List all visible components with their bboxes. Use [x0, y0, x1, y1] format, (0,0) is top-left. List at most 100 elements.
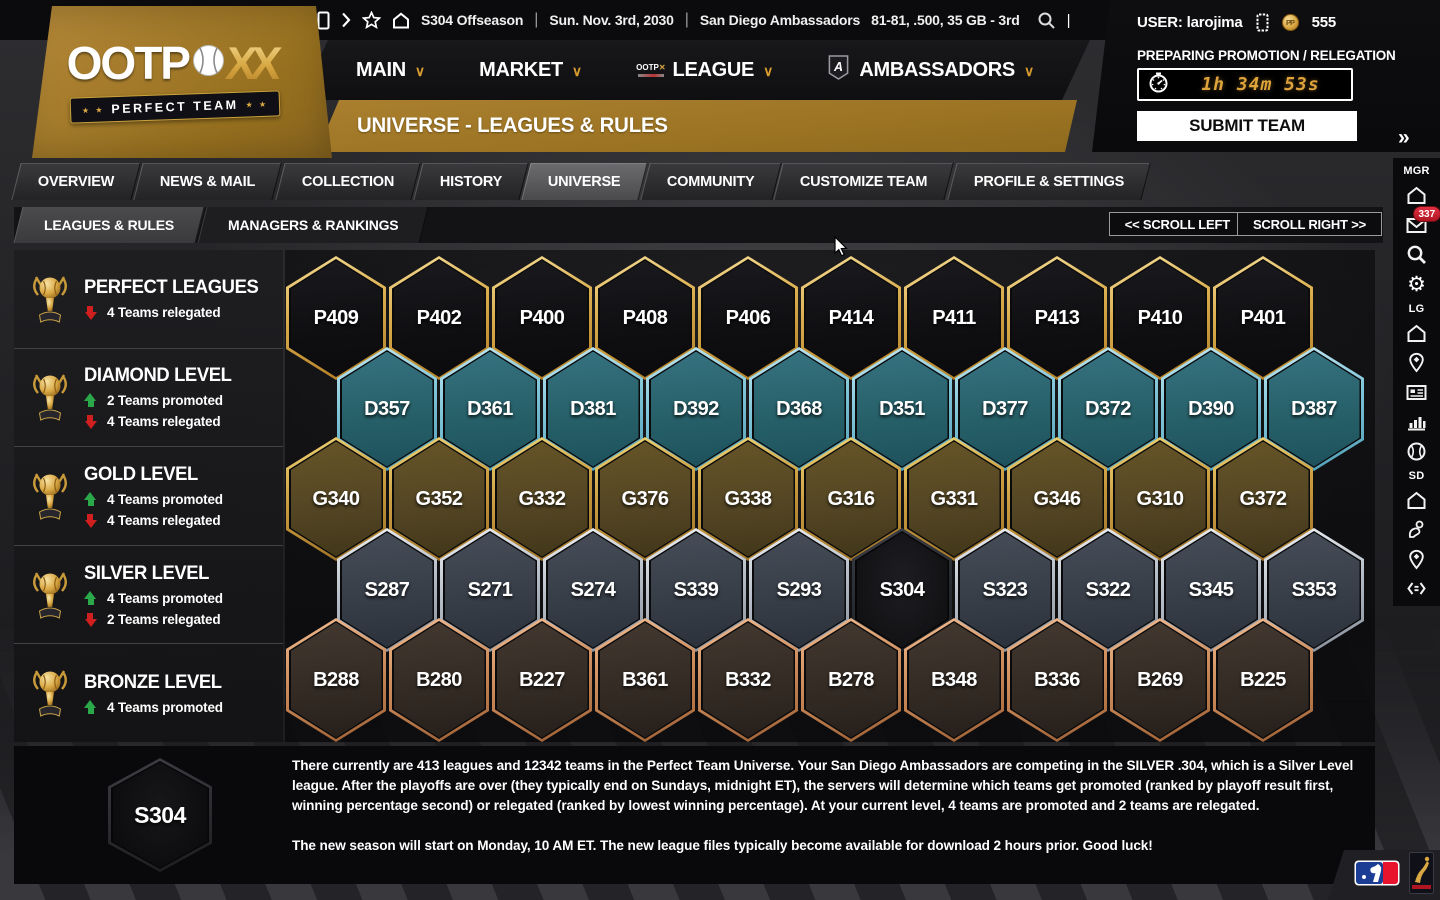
- promote-arrow-icon: [84, 699, 97, 715]
- sidebar-section-lg: LG: [1408, 302, 1425, 315]
- baseball-logo-icon: [192, 45, 225, 81]
- subtab-managers-rankings[interactable]: MANAGERS & RANKINGS: [197, 207, 429, 243]
- tab-community[interactable]: COMMUNITY: [639, 163, 781, 200]
- league-hex-b280[interactable]: B280: [389, 618, 489, 742]
- submit-team-button[interactable]: SUBMIT TEAM: [1137, 111, 1357, 141]
- search-icon[interactable]: [1406, 244, 1428, 266]
- nav-league[interactable]: OOTP✕ LEAGUE ∨: [636, 58, 774, 81]
- nav-market[interactable]: MARKET ∨: [479, 58, 583, 81]
- league-hex-p410[interactable]: P410: [1110, 256, 1210, 380]
- level-title: SILVER LEVEL: [84, 562, 210, 584]
- league-hex-s353[interactable]: S353: [1264, 528, 1364, 652]
- info-paragraph: There currently are 413 leagues and 1234…: [292, 758, 1354, 813]
- chevron-down-icon: ∨: [571, 62, 583, 79]
- perfect-points-balance: 555: [1311, 14, 1337, 31]
- team-home-icon[interactable]: [1406, 489, 1428, 511]
- league-hex-d357[interactable]: D357: [337, 347, 437, 471]
- league-hex-b348[interactable]: B348: [904, 618, 1004, 742]
- league-hex-d387[interactable]: D387: [1264, 347, 1364, 471]
- league-hex-p408[interactable]: P408: [595, 256, 695, 380]
- league-code: S293: [776, 578, 822, 601]
- mobile-device-icon[interactable]: [317, 11, 330, 30]
- tab-overview[interactable]: OVERVIEW: [11, 163, 141, 200]
- league-code: S323: [982, 578, 1028, 601]
- league-hex-s322[interactable]: S322: [1058, 528, 1158, 652]
- map-pin-icon[interactable]: [1406, 548, 1428, 570]
- league-code: G352: [415, 487, 463, 510]
- league-hex-d372[interactable]: D372: [1058, 347, 1158, 471]
- league-home-icon[interactable]: [1406, 322, 1428, 344]
- tab-collection[interactable]: COLLECTION: [274, 163, 421, 200]
- league-code: D357: [364, 397, 410, 420]
- league-hex-g340[interactable]: G340: [286, 437, 386, 561]
- league-hex-g352[interactable]: G352: [389, 437, 489, 561]
- league-hex-p401[interactable]: P401: [1213, 256, 1313, 380]
- sidebar-expand-button[interactable]: »: [1398, 126, 1410, 149]
- league-code: G316: [827, 487, 875, 510]
- brand-ribbon: OOTP XX ★ ★ PERFECT TEAM ★ ★: [32, 6, 332, 158]
- mobile-device-icon[interactable]: [1256, 13, 1269, 32]
- league-hex-b288[interactable]: B288: [286, 618, 386, 742]
- ootp-mini-logo-icon: OOTP✕: [636, 64, 665, 77]
- tab-history[interactable]: HISTORY: [413, 163, 529, 200]
- league-hex-p409[interactable]: P409: [286, 256, 386, 380]
- league-hex-b332[interactable]: B332: [698, 618, 798, 742]
- mlbpa-logo: [1409, 851, 1434, 899]
- league-hex-s287[interactable]: S287: [337, 528, 437, 652]
- league-hex-s293[interactable]: S293: [749, 528, 849, 652]
- league-hex-d381[interactable]: D381: [543, 347, 643, 471]
- promotion-row: 4 Teams promoted: [84, 590, 279, 606]
- id-card-icon[interactable]: [1406, 381, 1428, 403]
- league-hex-b225[interactable]: B225: [1213, 618, 1313, 742]
- league-hex-d368[interactable]: D368: [749, 347, 849, 471]
- settings-gear-icon[interactable]: ⚙: [1407, 272, 1426, 296]
- scroll-right-button[interactable]: SCROLL RIGHT >>: [1236, 212, 1382, 236]
- search-icon[interactable]: [1037, 11, 1056, 30]
- map-pin-icon[interactable]: [1406, 352, 1428, 374]
- league-info-text: There currently are 413 leagues and 1234…: [292, 756, 1376, 856]
- league-hex-d361[interactable]: D361: [440, 347, 540, 471]
- league-hex-b278[interactable]: B278: [801, 618, 901, 742]
- tab-customize-team[interactable]: CUSTOMIZE TEAM: [773, 163, 955, 200]
- league-hex-b361[interactable]: B361: [595, 618, 695, 742]
- season-status: S304 Offseason: [421, 12, 524, 28]
- perfect-team-banner: ★ ★ PERFECT TEAM ★ ★: [69, 90, 281, 124]
- league-hex-b269[interactable]: B269: [1110, 618, 1210, 742]
- league-hex-b227[interactable]: B227: [492, 618, 592, 742]
- home-icon[interactable]: [392, 12, 410, 29]
- manager-home-icon[interactable]: [1406, 185, 1428, 207]
- league-hex-b336[interactable]: B336: [1007, 618, 1107, 742]
- license-logos: [1328, 850, 1440, 900]
- tab-news-mail[interactable]: NEWS & MAIL: [133, 163, 283, 200]
- favorite-star-icon[interactable]: [362, 11, 381, 29]
- tab-universe[interactable]: UNIVERSE: [521, 163, 648, 200]
- page-title-bar: UNIVERSE - LEAGUES & RULES: [317, 100, 1077, 152]
- league-hex-s274[interactable]: S274: [543, 528, 643, 652]
- nav-forward-icon[interactable]: [341, 12, 351, 28]
- league-code: B225: [1240, 668, 1286, 691]
- relegate-arrow-icon: [84, 305, 97, 320]
- baseball-icon[interactable]: [1406, 440, 1428, 462]
- pitcher-hand-ball-icon[interactable]: [1406, 519, 1428, 541]
- league-hex-p400[interactable]: P400: [492, 256, 592, 380]
- stats-chart-icon[interactable]: [1406, 411, 1428, 433]
- league-hex-s271[interactable]: S271: [440, 528, 540, 652]
- league-code: P408: [622, 306, 668, 329]
- league-hex-p402[interactable]: P402: [389, 256, 489, 380]
- league-hex-g332[interactable]: G332: [492, 437, 592, 561]
- team-name: San Diego Ambassadors: [699, 12, 861, 28]
- league-code: S271: [467, 578, 513, 601]
- league-code: G346: [1033, 487, 1081, 510]
- mail-icon[interactable]: 337: [1406, 206, 1440, 236]
- text-cursor: |: [1066, 11, 1071, 29]
- league-code: D381: [570, 397, 616, 420]
- tab-bar: OVERVIEW NEWS & MAIL COLLECTION HISTORY UNIV…: [11, 163, 1151, 200]
- nav-ambassadors[interactable]: A AMBASSADORS ∨: [827, 54, 1034, 86]
- user-name: USER: larojima: [1137, 14, 1243, 31]
- league-hex-d351[interactable]: D351: [852, 347, 952, 471]
- scroll-left-button[interactable]: << SCROLL LEFT: [1108, 212, 1246, 236]
- subtab-leagues-rules[interactable]: LEAGUES & RULES: [13, 207, 205, 243]
- tab-profile-settings[interactable]: PROFILE & SETTINGS: [947, 163, 1151, 200]
- code-brackets-icon[interactable]: [1406, 578, 1428, 600]
- nav-main[interactable]: MAIN ∨: [356, 58, 426, 81]
